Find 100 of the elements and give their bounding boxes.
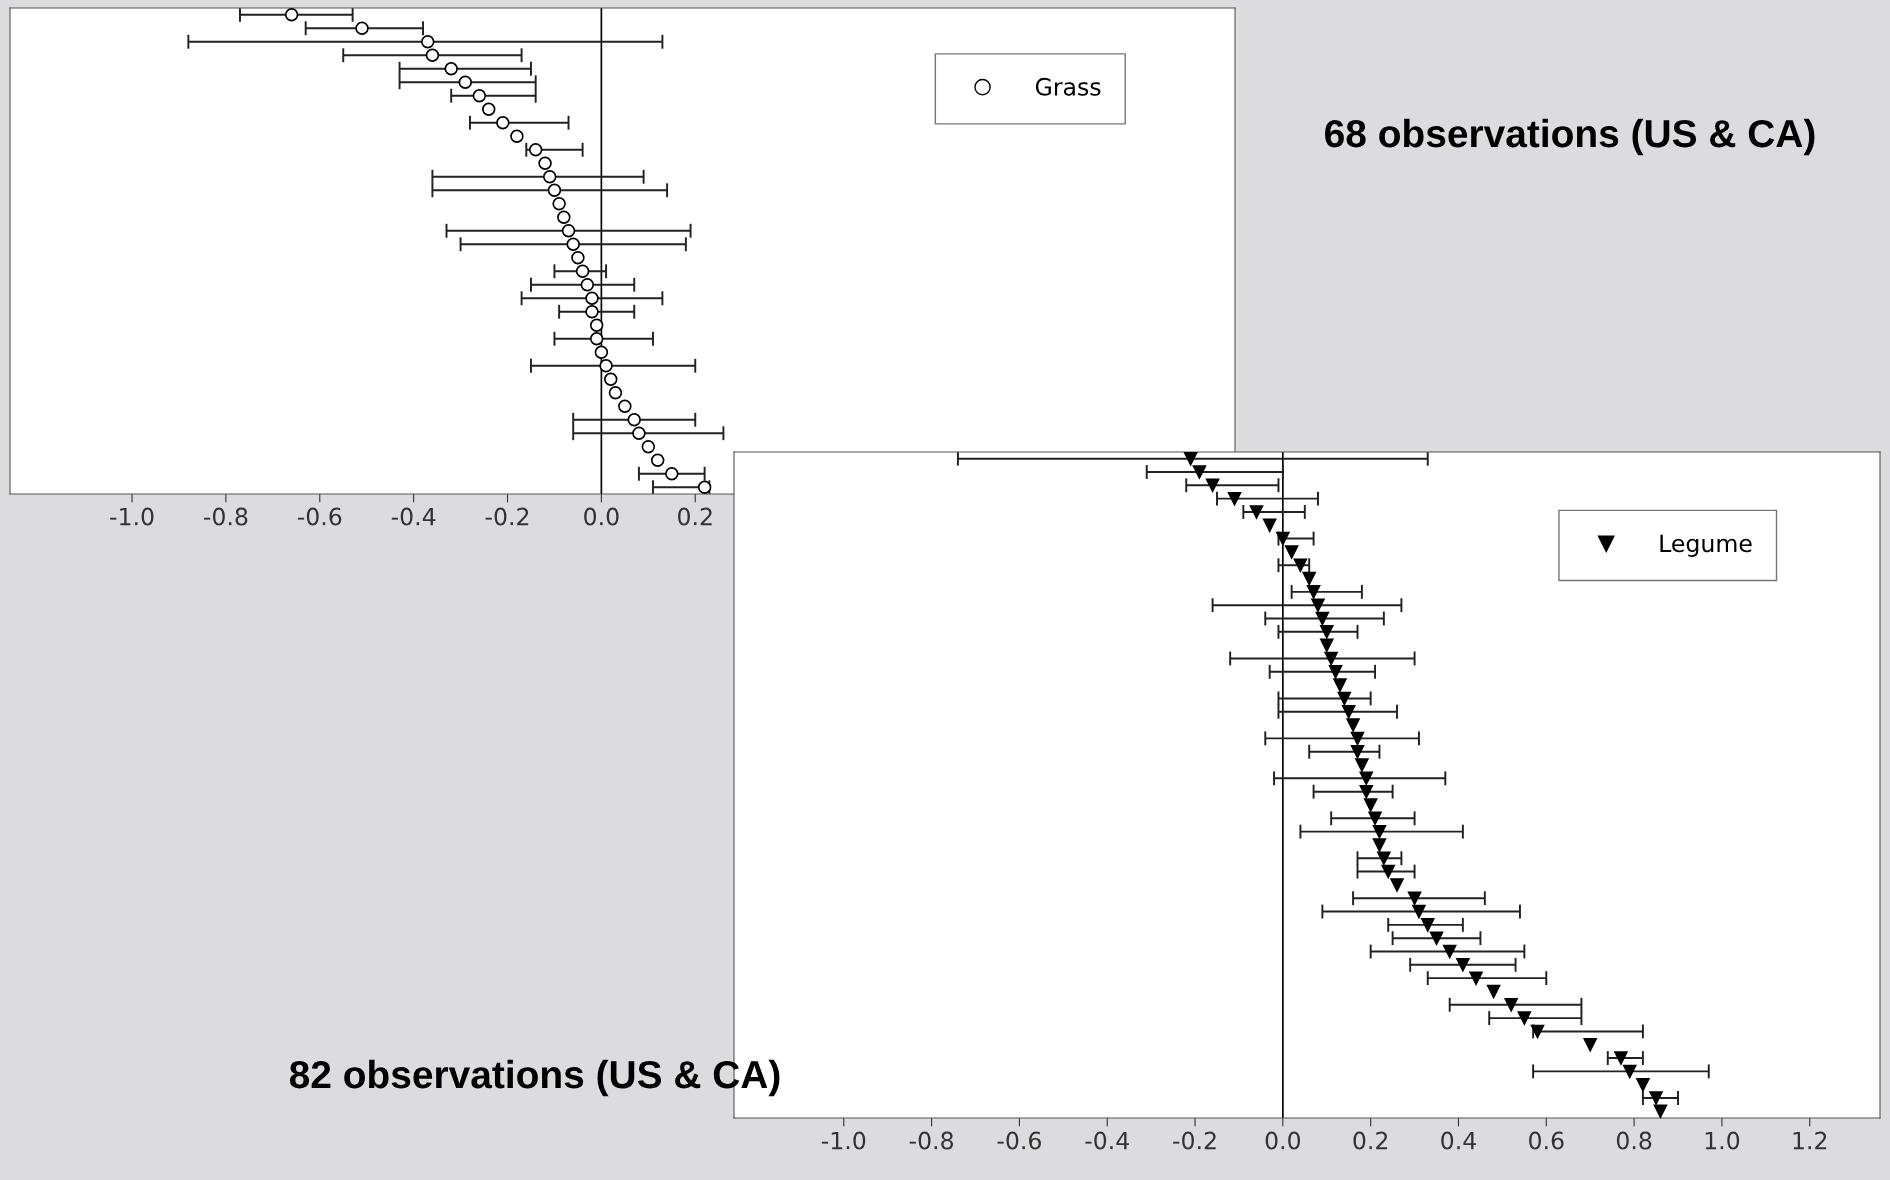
point: [1320, 625, 1334, 639]
x-tick-label: 0.0: [584, 507, 619, 526]
point: [1311, 598, 1325, 612]
point: [1333, 678, 1347, 692]
point: [1276, 531, 1290, 546]
point: [1363, 798, 1378, 812]
x-tick-label: 0.6: [1529, 1131, 1564, 1150]
point: [1412, 904, 1426, 919]
point: [1372, 824, 1387, 839]
point: [1350, 744, 1365, 759]
point: [1583, 1038, 1597, 1052]
point: [589, 318, 604, 332]
point: [585, 305, 599, 319]
point: [1530, 1024, 1545, 1039]
point: [458, 75, 473, 89]
point: [1421, 918, 1435, 932]
point: [650, 453, 665, 467]
point: [1350, 731, 1365, 746]
x-tick-label: 1.0: [1705, 1131, 1740, 1150]
point: [571, 251, 585, 265]
point: [1429, 931, 1444, 945]
point: [575, 264, 590, 278]
point: [547, 183, 562, 197]
point: [1192, 465, 1207, 479]
x-tick-label: -1.0: [110, 507, 154, 526]
point: [1377, 851, 1391, 865]
point: [538, 156, 552, 170]
point: [420, 35, 435, 49]
x-tick-label: -0.8: [909, 1131, 954, 1150]
point: [425, 48, 440, 62]
point: [618, 399, 632, 413]
point: [589, 332, 604, 346]
point: [1636, 1077, 1650, 1092]
point: [632, 426, 646, 440]
point: [561, 224, 576, 238]
text: 68 observations (US & CA): [1325, 118, 1815, 156]
point: [599, 359, 613, 373]
point: [1372, 838, 1387, 852]
point: [1337, 691, 1352, 706]
point: [1486, 984, 1501, 999]
point: [1355, 758, 1369, 772]
point: [1442, 944, 1457, 959]
point: [1249, 505, 1264, 519]
point: [510, 129, 524, 143]
point: [1469, 971, 1483, 985]
point: [1183, 451, 1198, 466]
legend-label: Grass: [1035, 77, 1101, 96]
point: [1649, 1091, 1663, 1105]
point: [641, 440, 656, 454]
point: [472, 89, 487, 103]
x-tick-label: -0.6: [997, 1131, 1041, 1150]
point: [580, 278, 595, 292]
point: [496, 116, 510, 130]
x-tick-label: -0.8: [204, 507, 248, 526]
x-tick-label: -0.4: [391, 507, 436, 526]
x-tick-label: 0.4: [1441, 1131, 1476, 1150]
legend-label: Legume: [1660, 534, 1752, 557]
x-tick-label: -0.4: [1085, 1131, 1129, 1150]
point: [1390, 878, 1404, 892]
point: [1622, 1064, 1637, 1079]
x-tick-label: 0.0: [1265, 1131, 1301, 1150]
point: [604, 372, 618, 386]
point: [1407, 891, 1422, 905]
point: [481, 102, 496, 116]
x-tick-label: -0.6: [297, 507, 342, 526]
point: [566, 237, 580, 251]
point: [284, 8, 299, 22]
point: [697, 480, 712, 494]
point: [1227, 491, 1242, 506]
point: [1262, 518, 1277, 532]
point: [1653, 1104, 1668, 1119]
x-tick-label: -1.0: [821, 1131, 866, 1150]
point: [528, 143, 543, 157]
point: [1320, 638, 1334, 652]
x-tick-label: 0.2: [1353, 1131, 1388, 1150]
point: [1306, 585, 1321, 599]
point: [665, 467, 679, 481]
point: [1293, 558, 1308, 572]
point: [1324, 651, 1338, 666]
point: [1359, 771, 1374, 786]
point: [1302, 571, 1316, 586]
point: [444, 62, 458, 76]
point: [1205, 478, 1220, 493]
point: [627, 413, 641, 427]
point: [1504, 998, 1518, 1012]
x-tick-label: 1.2: [1793, 1131, 1827, 1150]
annotation: 82 observations (US & CA): [289, 1059, 780, 1097]
point: [1315, 611, 1330, 626]
x-tick-label: 0.2: [678, 507, 712, 526]
point: [543, 170, 557, 184]
point: [1456, 958, 1470, 972]
point: [1341, 705, 1356, 719]
point: [355, 21, 369, 35]
point: [552, 197, 566, 211]
x-tick-label: -0.2: [1173, 1131, 1216, 1150]
x-tick-label: -0.2: [485, 507, 529, 526]
point: [608, 386, 623, 400]
point: [1517, 1011, 1532, 1025]
point: [1368, 811, 1382, 826]
point: [1284, 545, 1299, 559]
